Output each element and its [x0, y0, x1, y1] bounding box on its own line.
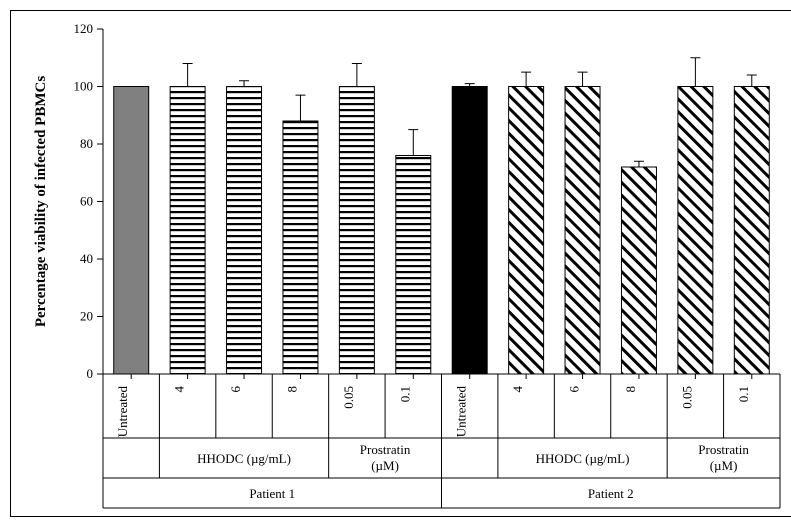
x-tick-label: 0.1 [397, 386, 412, 402]
bar [565, 87, 600, 375]
bar [170, 87, 205, 375]
x-tick-label: 0.1 [736, 386, 751, 402]
bar [452, 87, 487, 375]
bar [339, 87, 374, 375]
x-group-label: HHODC (µg/mL) [197, 451, 291, 466]
x-tick-label: Untreated [115, 386, 130, 438]
x-group-label: HHODC (µg/mL) [536, 451, 630, 466]
y-tick-label: 20 [80, 309, 93, 324]
x-tick-label: 8 [623, 386, 638, 393]
bar [227, 87, 262, 375]
x-group-label: Prostratin [360, 442, 411, 457]
bar [509, 87, 544, 375]
viability-bar-chart: 0 20 40 60 80 100 120 Percentage viability of i… [10, 10, 791, 517]
y-tick-label: 120 [74, 21, 94, 36]
x-group-label: Prostratin [698, 442, 749, 457]
x-patient-label: Patient 1 [249, 486, 295, 501]
y-tick-label: 40 [80, 251, 93, 266]
y-tick-label: 100 [74, 79, 94, 94]
x-tick-label: 0.05 [679, 386, 694, 409]
y-tick-label: 0 [87, 366, 94, 381]
y-axis-title: Percentage viability of infected PBMCs [33, 76, 49, 327]
x-tick-label: 4 [510, 386, 525, 393]
x-tick-label: 4 [172, 386, 187, 393]
bar [621, 167, 656, 374]
y-tick-label: 60 [80, 194, 93, 209]
bar [734, 87, 769, 375]
bar [678, 87, 713, 375]
y-tick-label: 80 [80, 136, 93, 151]
x-tick-label: 0.05 [341, 386, 356, 409]
x-tick-label: 8 [284, 386, 299, 393]
x-tick-label: 6 [567, 386, 582, 393]
bar [283, 121, 318, 374]
bar [396, 156, 431, 375]
bar [114, 87, 149, 375]
x-tick-label: Untreated [454, 386, 469, 438]
x-group-label: (µM) [710, 458, 738, 473]
x-tick-label: 6 [228, 386, 243, 393]
x-patient-label: Patient 2 [588, 486, 634, 501]
x-group-label: (µM) [371, 458, 399, 473]
